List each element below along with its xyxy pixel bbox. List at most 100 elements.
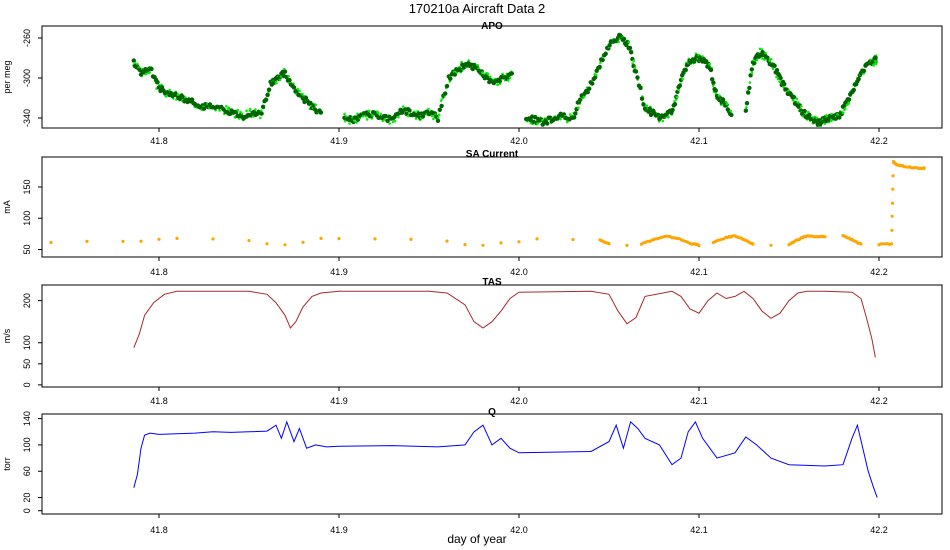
data-point (775, 75, 778, 79)
y-tick-label: 0 (22, 382, 32, 387)
data-point (572, 115, 577, 120)
y-axis-label: mA (2, 200, 12, 214)
data-point (439, 103, 444, 109)
data-point (641, 102, 646, 107)
data-point (85, 239, 89, 243)
data-point (452, 72, 457, 77)
data-point (420, 114, 426, 119)
data-point (319, 236, 323, 240)
data-point (353, 119, 356, 122)
data-point (485, 75, 490, 81)
data-point (890, 228, 894, 232)
data-point (439, 99, 443, 102)
data-point (725, 102, 729, 106)
data-point (291, 85, 297, 90)
data-point (260, 104, 266, 110)
panel-title: APO (481, 21, 503, 32)
data-point (595, 73, 598, 77)
x-tick-label: 41.9 (330, 525, 348, 535)
data-point (443, 91, 448, 96)
data-point (175, 236, 179, 240)
data-point (677, 83, 682, 88)
x-tick-label: 42.1 (690, 267, 708, 277)
data-point (168, 88, 171, 92)
data-point (144, 72, 148, 76)
data-point (438, 113, 441, 117)
data-point (749, 67, 754, 72)
data-point (750, 71, 754, 75)
data-point (308, 100, 313, 106)
data-point (508, 76, 512, 80)
data-point (507, 79, 510, 82)
data-point (830, 119, 833, 123)
data-point (710, 77, 715, 82)
plot-frame (41, 156, 943, 258)
y-tick-label: -300 (22, 69, 32, 87)
data-point (337, 237, 341, 241)
data-point (797, 101, 800, 104)
data-point (648, 112, 654, 118)
data-point (486, 72, 490, 76)
data-point (627, 45, 633, 51)
x-tick-label: 41.9 (330, 136, 348, 146)
data-point (432, 117, 435, 121)
data-point (683, 67, 688, 73)
data-point (247, 238, 251, 243)
data-point (746, 90, 751, 95)
data-point (463, 243, 467, 247)
data-point (189, 97, 195, 102)
data-point (890, 242, 894, 246)
data-point (582, 95, 586, 99)
data-point (861, 68, 867, 74)
data-point (633, 66, 637, 70)
data-point (499, 241, 503, 245)
data-point (393, 119, 397, 123)
data-layer (49, 160, 926, 248)
data-point (697, 244, 701, 248)
data-point (265, 242, 269, 246)
data-point (922, 166, 926, 170)
data-point (383, 118, 387, 121)
data-point (348, 115, 353, 120)
data-point (672, 102, 678, 107)
data-point (638, 85, 643, 91)
data-point (201, 106, 207, 111)
x-tick-label: 42.1 (690, 396, 708, 406)
data-point (259, 111, 264, 116)
data-point (800, 105, 803, 108)
data-point (476, 64, 480, 67)
data-point (771, 67, 775, 71)
data-point (497, 79, 502, 84)
data-point (807, 110, 810, 114)
y-tick-label: 60 (22, 466, 32, 476)
data-point (874, 62, 877, 65)
data-point (298, 89, 301, 93)
data-point (708, 67, 714, 73)
data-point (496, 83, 500, 86)
data-point (176, 93, 180, 96)
data-point (675, 95, 679, 99)
data-layer (131, 32, 878, 127)
data-point (751, 242, 755, 246)
data-point (489, 75, 492, 79)
data-point (639, 96, 645, 101)
data-point (509, 71, 514, 76)
data-point (180, 95, 186, 100)
x-tick-label: 42.0 (510, 525, 528, 535)
data-point (603, 51, 608, 56)
data-point (645, 104, 649, 107)
plot-frame (41, 413, 943, 515)
data-point (437, 107, 442, 113)
x-tick-label: 42.0 (510, 396, 528, 406)
x-tick-label: 41.8 (150, 525, 168, 535)
data-point (388, 122, 392, 125)
panel-sa-current: SA Current mA 50 100 150 41.8 41.9 42.0 42.1 42.2 (2, 149, 943, 277)
data-point (587, 86, 592, 91)
data-point (409, 237, 413, 241)
data-point (218, 109, 221, 112)
data-point (769, 243, 773, 247)
data-point (846, 97, 852, 102)
data-point (373, 237, 377, 241)
data-point (133, 61, 137, 65)
